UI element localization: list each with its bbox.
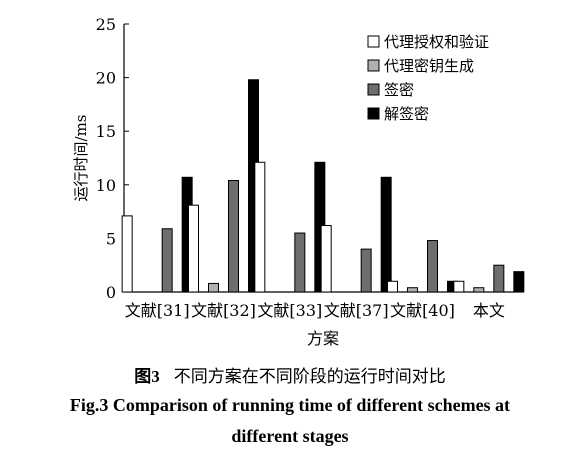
chart-bars — [121, 79, 525, 293]
x-axis-label: 方案 — [307, 329, 339, 348]
bar — [320, 225, 332, 293]
bar — [161, 228, 173, 293]
x-tick-label: 文献[31] — [125, 301, 190, 320]
chart-axes: 0 5 10 15 20 25 运行时间/ms 文献[31] 文献[32] 文献[33] 文献[37… — [72, 15, 522, 348]
legend-label: 代理密钥生成 — [384, 57, 474, 75]
legend-swatch — [367, 35, 380, 48]
y-tick-label: 0 — [106, 283, 116, 302]
y-tick-label: 15 — [96, 122, 116, 141]
figure-caption-en-line2: different stages — [231, 426, 349, 446]
legend-label: 代理授权和验证 — [384, 33, 489, 51]
x-tick-label: 本文 — [473, 301, 505, 320]
figure-caption-cn: 图3 不同方案在不同阶段的运行时间对比 — [0, 362, 580, 387]
bar — [228, 180, 239, 293]
x-tick-label: 文献[37] — [324, 301, 389, 320]
legend-swatch — [367, 59, 380, 72]
bar — [453, 280, 465, 293]
bar — [473, 287, 485, 293]
x-tick-label: 文献[33] — [257, 301, 322, 320]
bar — [121, 215, 133, 293]
y-tick-label: 10 — [96, 176, 116, 195]
legend-label: 签密 — [384, 81, 414, 99]
bar — [208, 282, 219, 293]
bar — [188, 204, 199, 293]
bar — [380, 176, 392, 293]
bar — [387, 280, 398, 293]
bar — [254, 161, 266, 293]
legend-label: 解签密 — [384, 105, 429, 123]
x-tick-label: 文献[32] — [191, 301, 256, 320]
bar-chart: 0 5 10 15 20 25 运行时间/ms 文献[31] 文献[32] 文献[33] 文献[37… — [72, 15, 525, 348]
legend-swatch — [367, 83, 380, 96]
bar — [513, 271, 525, 293]
bar — [427, 240, 438, 293]
figure-number: 图3 — [134, 367, 160, 386]
figure-caption-en-line1: Fig.3 Comparison of running time of diff… — [69, 395, 511, 415]
bar — [407, 287, 418, 293]
y-axis-label: 运行时间/ms — [72, 115, 90, 202]
y-tick-label: 20 — [96, 69, 116, 88]
y-tick-label: 5 — [106, 229, 116, 248]
bar — [360, 248, 372, 293]
legend-swatch — [367, 107, 380, 120]
y-tick-label: 25 — [96, 15, 116, 34]
figure-caption-cn-text: 不同方案在不同阶段的运行时间对比 — [173, 367, 446, 387]
x-tick-label: 文献[40] — [390, 301, 455, 320]
bar — [493, 264, 505, 293]
bar — [294, 232, 306, 293]
